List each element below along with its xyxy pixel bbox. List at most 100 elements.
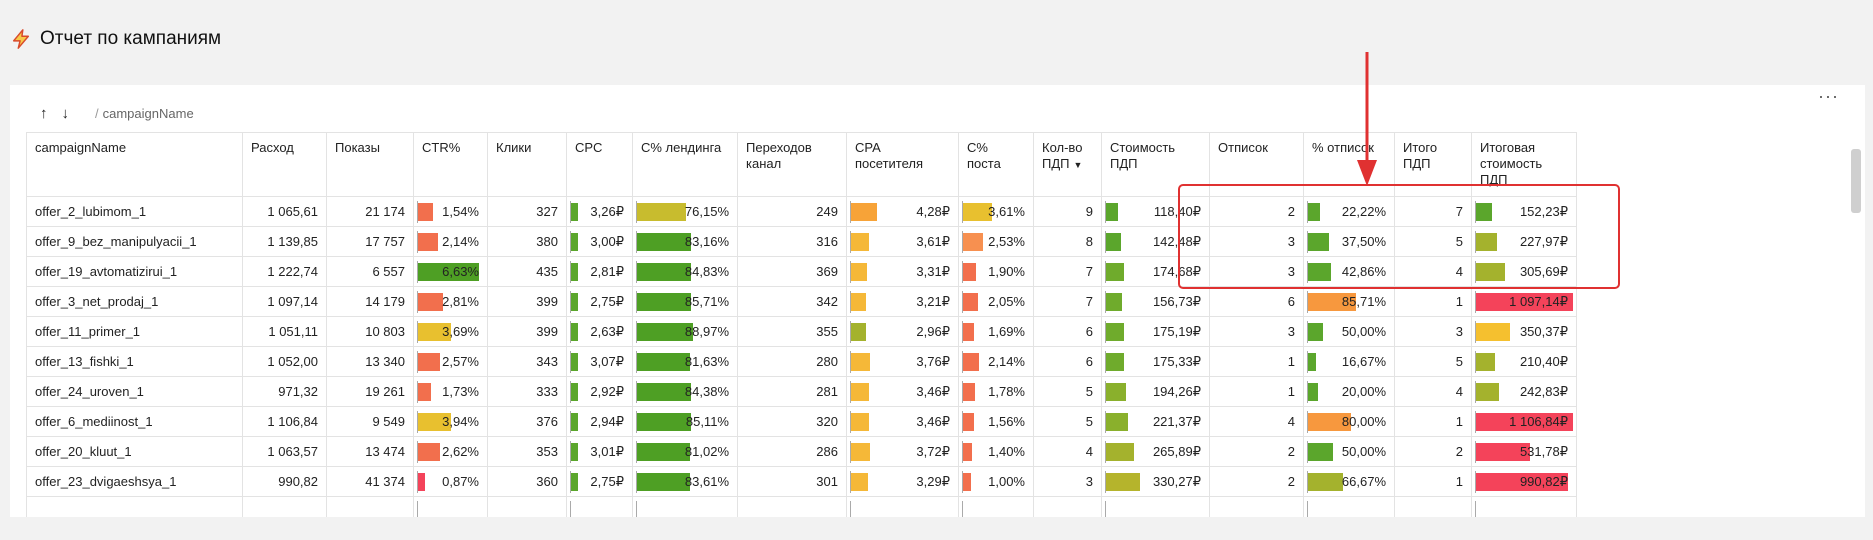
bar-axis (1105, 321, 1106, 343)
cell-value: 194,26₽ (1152, 384, 1201, 399)
table-row[interactable]: offer_13_fishki_1 1 052,00 13 340 2,57% 343 3… (26, 346, 1577, 377)
cell-unsub_pct: 16,67% (1303, 346, 1395, 377)
table-row[interactable]: offer_20_kluut_1 1 063,57 13 474 2,62% 353 3,… (26, 436, 1577, 467)
cell-spend (242, 496, 327, 517)
bar-axis (1105, 411, 1106, 433)
sort-desc-icon[interactable]: ▼ (1073, 159, 1083, 170)
bar-axis (1307, 321, 1308, 343)
bar-axis (570, 411, 571, 433)
bar-cpa (851, 323, 866, 341)
cell-pdp_cost: 194,26₽ (1101, 376, 1210, 407)
cell-pdp_count: 5 (1033, 376, 1102, 407)
cell-cpa: 3,29₽ (846, 466, 959, 497)
column-header-pdp_count[interactable]: Кол-во ПДП ▼ (1033, 132, 1102, 197)
bar-axis (850, 291, 851, 313)
column-header-spend[interactable]: Расход (242, 132, 327, 197)
table-row[interactable]: offer_11_primer_1 1 051,11 10 803 3,69% 399 2… (26, 316, 1577, 347)
column-header-pdp_cost[interactable]: Стоимость ПДП (1101, 132, 1210, 197)
bar-cpa (851, 383, 869, 401)
cell-shows: 13 474 (326, 436, 414, 467)
table-row[interactable] (26, 496, 1577, 517)
bar-cpa (851, 473, 868, 491)
cell-value: 305,69₽ (1519, 264, 1568, 279)
cell-shows: 6 557 (326, 256, 414, 287)
bar-pdp_cost (1106, 203, 1118, 221)
cell-total_cost: 531,78₽ (1471, 436, 1577, 467)
cell-value: 2,75₽ (590, 294, 624, 309)
column-header-unsub[interactable]: Отписок (1209, 132, 1304, 197)
breadcrumb[interactable]: / campaignName (95, 105, 194, 121)
drill-down-icon[interactable]: ↓ (61, 104, 70, 122)
cell-total_pdp: 4 (1394, 256, 1472, 287)
column-header-transitions[interactable]: Переходов канал (737, 132, 847, 197)
table-header-row: campaignName Расход Показы CTR% Клики CPC С% л… (26, 132, 1577, 197)
cell-total_cost: 152,23₽ (1471, 196, 1577, 227)
column-header-shows[interactable]: Показы (326, 132, 414, 197)
column-header-cpa[interactable]: CPA посетителя (846, 132, 959, 197)
column-header-post[interactable]: С% поста (958, 132, 1034, 197)
bar-axis (850, 261, 851, 283)
cell-value: 227,97₽ (1519, 234, 1568, 249)
cell-total_cost: 210,40₽ (1471, 346, 1577, 377)
column-header-cpc[interactable]: CPC (566, 132, 633, 197)
bar-axis (417, 321, 418, 343)
table-row[interactable]: offer_24_uroven_1 971,32 19 261 1,73% 333 2,9… (26, 376, 1577, 407)
cell-value: 3,69% (442, 324, 479, 339)
drill-up-icon[interactable]: ↑ (40, 104, 48, 122)
bar-cpa (851, 353, 870, 371)
cell-pdp_cost: 142,48₽ (1101, 226, 1210, 257)
column-header-name[interactable]: campaignName (26, 132, 243, 197)
cell-landing: 81,02% (632, 436, 738, 467)
cell-name: offer_23_dvigaeshsya_1 (26, 466, 243, 497)
cell-transitions: 301 (737, 466, 847, 497)
bar-unsub_pct (1308, 473, 1343, 491)
cell-shows: 13 340 (326, 346, 414, 377)
cell-unsub_pct (1303, 496, 1395, 517)
cell-value: 2,81₽ (590, 264, 624, 279)
bar-axis (417, 231, 418, 253)
more-options-icon[interactable]: ··· (1818, 86, 1839, 106)
cell-post: 1,78% (958, 376, 1034, 407)
cell-name (26, 496, 243, 517)
cell-cpc: 3,26₽ (566, 196, 633, 227)
table-row[interactable]: offer_9_bez_manipulyacii_1 1 139,85 17 757… (26, 226, 1577, 257)
column-header-total_pdp[interactable]: Итого ПДП (1394, 132, 1472, 197)
cell-value: 1 106,84₽ (1509, 414, 1568, 429)
table-row[interactable]: offer_6_mediinost_1 1 106,84 9 549 3,94% 376… (26, 406, 1577, 437)
column-header-landing[interactable]: С% лендинга (632, 132, 738, 197)
table-row[interactable]: offer_2_lubimom_1 1 065,61 21 174 1,54% 327 3… (26, 196, 1577, 227)
cell-pdp_cost: 265,89₽ (1101, 436, 1210, 467)
cell-value: 3,29₽ (916, 474, 950, 489)
cell-clicks: 327 (487, 196, 567, 227)
page-title: Отчет по кампаниям (40, 28, 222, 49)
cell-value: 174,68₽ (1152, 264, 1201, 279)
bar-unsub_pct (1308, 383, 1318, 401)
bar-axis (636, 291, 637, 313)
column-header-unsub_pct[interactable]: % отписок (1303, 132, 1395, 197)
cell-ctr: 2,81% (413, 286, 488, 317)
cell-value: 1,73% (442, 384, 479, 399)
table-row[interactable]: offer_23_dvigaeshsya_1 990,82 41 374 0,87% 3… (26, 466, 1577, 497)
cell-shows: 14 179 (326, 286, 414, 317)
vertical-scrollbar[interactable] (1851, 149, 1861, 213)
bar-landing (637, 383, 691, 401)
table-row[interactable]: offer_3_net_prodaj_1 1 097,14 14 179 2,81% 3… (26, 286, 1577, 317)
bar-axis (1307, 381, 1308, 403)
cell-landing: 83,61% (632, 466, 738, 497)
bar-post (963, 323, 974, 341)
column-header-total_cost[interactable]: Итоговая стоимость ПДП (1471, 132, 1577, 197)
bar-axis (636, 501, 637, 517)
cell-ctr (413, 496, 488, 517)
cell-ctr: 2,62% (413, 436, 488, 467)
bar-unsub_pct (1308, 323, 1323, 341)
cell-pdp_cost: 175,33₽ (1101, 346, 1210, 377)
cell-value: 2,14% (442, 234, 479, 249)
cell-unsub: 2 (1209, 196, 1304, 227)
column-header-clicks[interactable]: Клики (487, 132, 567, 197)
bar-ctr (418, 323, 451, 341)
cell-cpa: 3,72₽ (846, 436, 959, 467)
bar-pdp_cost (1106, 323, 1124, 341)
cell-value: 2,63₽ (590, 324, 624, 339)
table-row[interactable]: offer_19_avtomatizirui_1 1 222,74 6 557 6,6… (26, 256, 1577, 287)
column-header-ctr[interactable]: CTR% (413, 132, 488, 197)
